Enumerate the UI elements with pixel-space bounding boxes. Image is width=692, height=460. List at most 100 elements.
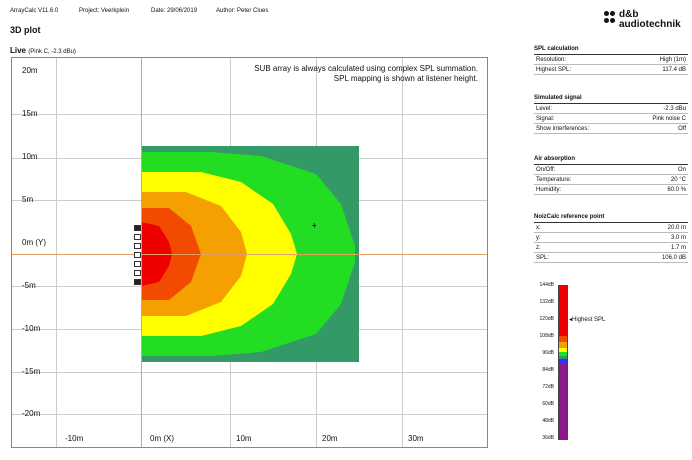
signal-detail: (Pink C, -2.3 dBu) xyxy=(28,49,76,55)
y-tick-label: -5m xyxy=(22,281,36,290)
row-label: x: xyxy=(536,225,541,231)
info-row: Resolution: High (1m) xyxy=(534,55,688,65)
info-row: Level: -2.3 dBu xyxy=(534,104,688,114)
x-zero-axis xyxy=(141,58,142,447)
row-label: On/Off: xyxy=(536,167,556,173)
y-tick-label: 15m xyxy=(22,109,38,118)
x-tick-label: 30m xyxy=(408,434,424,443)
info-row: Temperature: 20 °C xyxy=(534,175,688,185)
sub-speaker-icon[interactable] xyxy=(134,279,141,285)
row-label: Resolution: xyxy=(536,57,567,63)
y-tick-label: 0m (Y) xyxy=(22,238,46,247)
plot-note-line1: SUB array is always calculated using com… xyxy=(254,64,478,73)
grid-line xyxy=(402,58,403,447)
scale-label: 120dB xyxy=(539,316,554,322)
row-label: y: xyxy=(536,235,541,241)
y-tick-label: 10m xyxy=(22,152,38,161)
scale-label: 48dB xyxy=(542,418,554,424)
scale-label: 84dB xyxy=(542,367,554,373)
panel-heading: NoizCalc reference point xyxy=(534,214,688,223)
info-row: On/Off: On xyxy=(534,165,688,175)
info-row: x: 20.0 m xyxy=(534,223,688,233)
spl-plot-area[interactable]: + SUB array is always calculated using c… xyxy=(11,57,488,448)
report-author: Author: Peter Clues xyxy=(216,8,269,14)
y-tick-label: -15m xyxy=(22,367,41,376)
y-zero-axis xyxy=(12,254,487,255)
arrow-left-icon: ◂ xyxy=(569,317,573,323)
row-label: Highest SPL: xyxy=(536,67,572,73)
grid-line xyxy=(56,58,57,447)
sub-speaker-icon[interactable] xyxy=(134,243,141,249)
row-label: Show interferences: xyxy=(536,126,590,132)
info-row: z: 1.7 m xyxy=(534,243,688,253)
info-row: y: 3.0 m xyxy=(534,233,688,243)
row-value: 20.0 m xyxy=(667,225,686,231)
row-value: 106.0 dB xyxy=(661,255,686,261)
mode-label: Live xyxy=(10,46,27,55)
grid-line xyxy=(12,414,487,415)
sub-speaker-icon[interactable] xyxy=(134,252,141,258)
x-tick-label: 0m (X) xyxy=(150,434,174,443)
spl-color-scale: 144dB 132dB 120dB 108dB 96dB 84dB 72dB 6… xyxy=(534,281,688,445)
panel-heading: SPL calculation xyxy=(534,46,688,55)
row-label: Level: xyxy=(536,106,553,112)
y-tick-label: 5m xyxy=(22,195,34,204)
report-date: Date: 29/06/2019 xyxy=(151,8,198,14)
info-row: Highest SPL: 117.4 dB xyxy=(534,65,688,75)
scale-label: 144dB xyxy=(539,282,554,288)
info-row: Signal: Pink noise C xyxy=(534,114,688,124)
row-value: 60.0 % xyxy=(667,187,686,193)
noizcalc-panel: NoizCalc reference point x: 20.0 m y: 3.… xyxy=(534,214,688,263)
db-logo: d&b audiotechnik xyxy=(604,10,690,32)
row-value: 1.7 m xyxy=(670,245,686,251)
row-value: 20 °C xyxy=(670,177,686,183)
row-value: Off xyxy=(678,126,686,132)
grid-line xyxy=(12,114,487,115)
scale-label: 60dB xyxy=(542,401,554,407)
noizcalc-reference-marker[interactable]: + xyxy=(312,221,317,230)
row-value: 3.0 m xyxy=(670,235,686,241)
highest-spl-label: Highest SPL xyxy=(572,317,606,323)
plot-note-line2: SPL mapping is shown at listener height. xyxy=(333,74,478,83)
row-label: Temperature: xyxy=(536,177,572,183)
sub-speaker-icon[interactable] xyxy=(134,225,141,231)
plot-subtitle: Live (Pink C, -2.3 dBu) xyxy=(10,46,76,55)
spl-calculation-panel: SPL calculation Resolution: High (1m) Hi… xyxy=(534,46,688,75)
highest-spl-marker: ◂Highest SPL xyxy=(569,316,605,323)
info-row: Humidity: 60.0 % xyxy=(534,185,688,195)
row-value: Pink noise C xyxy=(652,116,686,122)
x-tick-label: 20m xyxy=(322,434,338,443)
y-tick-label: -20m xyxy=(22,409,41,418)
y-tick-label: -10m xyxy=(22,324,41,333)
scale-label: 108dB xyxy=(539,333,554,339)
grid-line xyxy=(12,372,487,373)
row-value: On xyxy=(677,167,686,173)
panel-heading: Simulated signal xyxy=(534,95,688,104)
project-name: Project: Veerkplein xyxy=(79,8,130,14)
x-tick-label: 10m xyxy=(236,434,252,443)
row-label: Humidity: xyxy=(536,187,562,193)
logo-text-audiotechnik: audiotechnik xyxy=(619,19,681,30)
row-label: SPL: xyxy=(536,255,550,261)
logo-dots-icon xyxy=(604,11,616,25)
app-version: ArrayCalc V11.6.0 xyxy=(10,8,59,14)
scale-label: 72dB xyxy=(542,384,554,390)
panel-heading: Air absorption xyxy=(534,156,688,165)
color-scale-bar xyxy=(558,285,568,440)
row-value: -2.3 dBu xyxy=(663,106,686,112)
row-label: Signal: xyxy=(536,116,555,122)
row-value: 117.4 dB xyxy=(662,67,686,73)
scale-label: 96dB xyxy=(542,350,554,356)
sub-speaker-icon[interactable] xyxy=(134,270,141,276)
simulated-signal-panel: Simulated signal Level: -2.3 dBu Signal:… xyxy=(534,95,688,134)
y-tick-label: 20m xyxy=(22,66,38,75)
scale-label: 132dB xyxy=(539,299,554,305)
logo-text-db: d&b xyxy=(619,9,639,20)
scale-label: 36dB xyxy=(542,435,554,441)
sub-speaker-icon[interactable] xyxy=(134,261,141,267)
x-tick-label: -10m xyxy=(65,434,84,443)
page-title: 3D plot xyxy=(10,25,41,35)
sub-speaker-icon[interactable] xyxy=(134,234,141,240)
row-label: z: xyxy=(536,245,541,251)
air-absorption-panel: Air absorption On/Off: On Temperature: 2… xyxy=(534,156,688,195)
